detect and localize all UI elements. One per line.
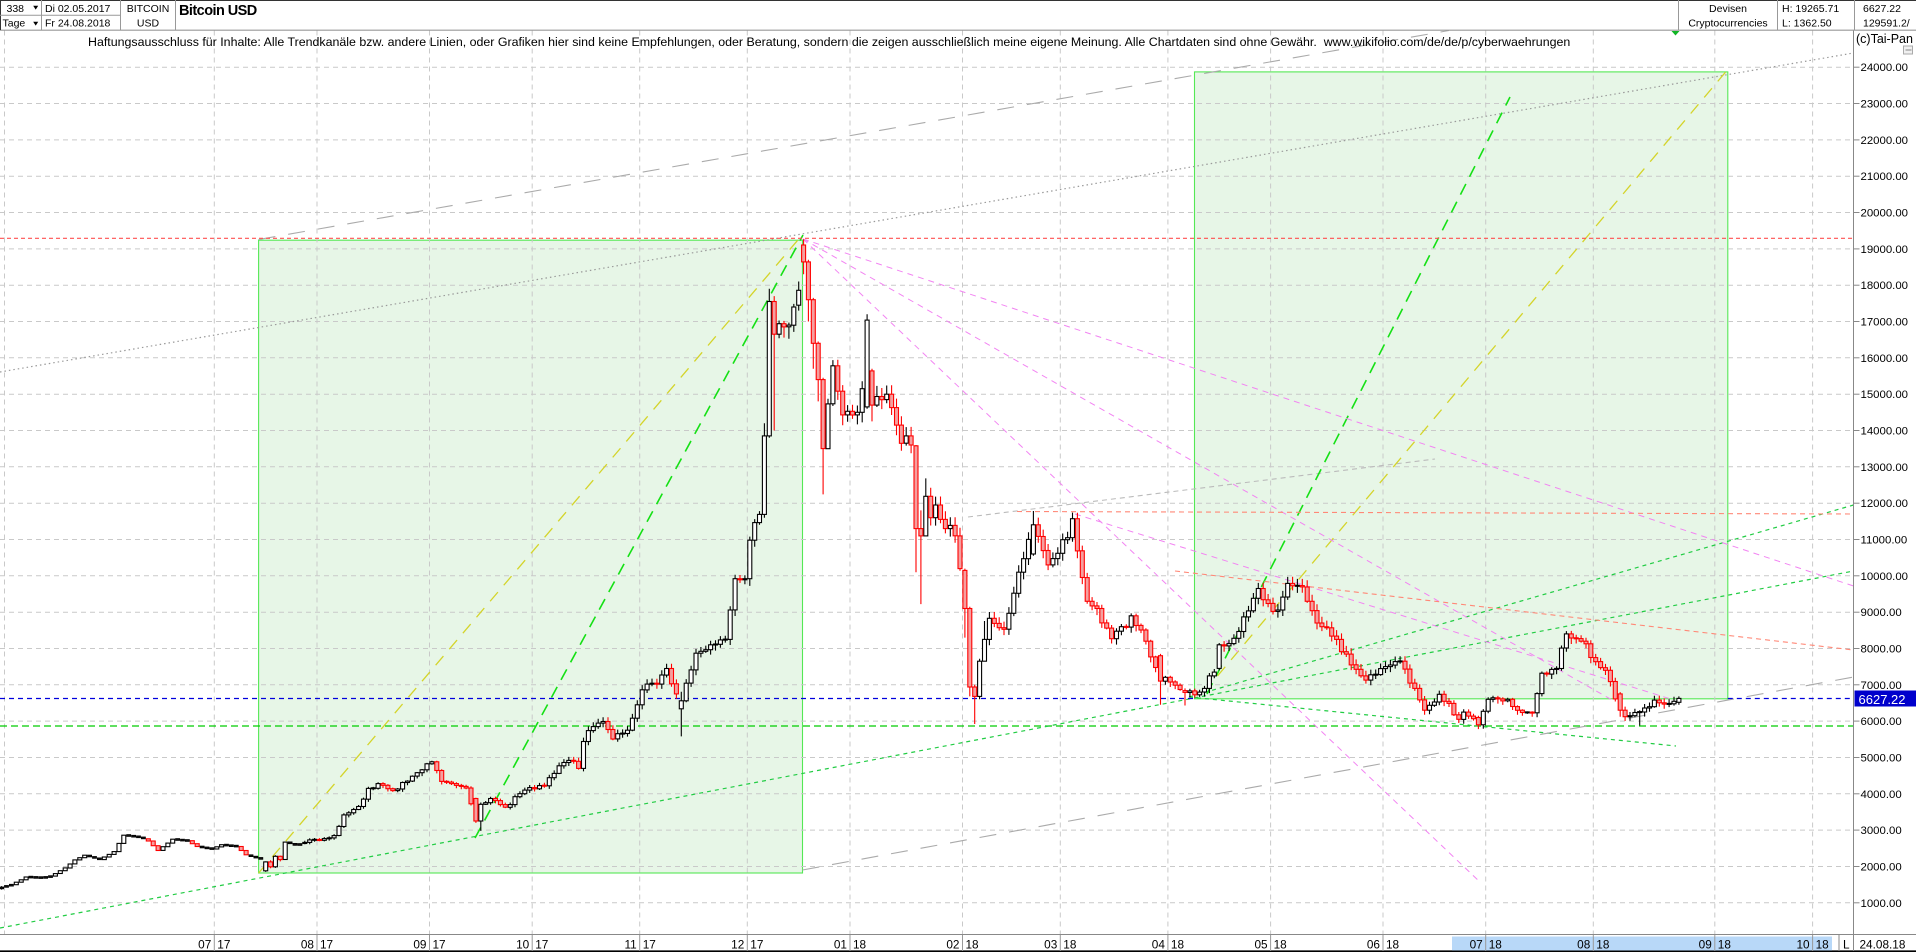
svg-text:13000.00: 13000.00: [1861, 462, 1909, 474]
svg-text:24000.00: 24000.00: [1861, 62, 1909, 74]
svg-text:12000.00: 12000.00: [1861, 498, 1909, 510]
svg-text:24.08.18: 24.08.18: [1860, 938, 1906, 952]
svg-text:18: 18: [1718, 938, 1732, 952]
svg-text:1000.00: 1000.00: [1861, 898, 1902, 910]
svg-text:4000.00: 4000.00: [1861, 789, 1902, 801]
svg-text:11: 11: [624, 938, 636, 952]
svg-text:6627.22: 6627.22: [1859, 692, 1906, 707]
svg-text:15000.00: 15000.00: [1861, 389, 1909, 401]
svg-text:04: 04: [1152, 938, 1166, 952]
svg-text:05: 05: [1254, 938, 1268, 952]
svg-text:Devisen: Devisen: [1709, 3, 1747, 15]
svg-text:23000.00: 23000.00: [1861, 99, 1909, 111]
svg-text:7000.00: 7000.00: [1861, 680, 1902, 692]
svg-text:17: 17: [535, 938, 548, 952]
svg-text:12: 12: [731, 938, 744, 952]
svg-text:17: 17: [643, 938, 656, 952]
svg-text:10: 10: [516, 938, 530, 952]
svg-text:18: 18: [1816, 938, 1830, 952]
svg-text:18: 18: [1386, 938, 1400, 952]
svg-text:5000.00: 5000.00: [1861, 753, 1902, 765]
svg-text:Di 02.05.2017: Di 02.05.2017: [45, 3, 111, 15]
svg-text:18: 18: [1489, 938, 1503, 952]
svg-text:06: 06: [1367, 938, 1381, 952]
svg-text:18: 18: [1171, 938, 1185, 952]
svg-text:(c)Tai-Pan: (c)Tai-Pan: [1856, 32, 1913, 46]
svg-text:6000.00: 6000.00: [1861, 716, 1902, 728]
svg-text:9000.00: 9000.00: [1861, 607, 1902, 619]
svg-text:07: 07: [1470, 938, 1483, 952]
svg-text:Cryptocurrencies: Cryptocurrencies: [1688, 17, 1767, 29]
svg-text:01: 01: [834, 938, 847, 952]
svg-text:07: 07: [198, 938, 211, 952]
svg-text:129591.2/: 129591.2/: [1863, 17, 1910, 29]
svg-text:6627.22: 6627.22: [1863, 3, 1901, 15]
svg-text:03: 03: [1044, 938, 1058, 952]
svg-text:14000.00: 14000.00: [1861, 426, 1909, 438]
svg-text:10000.00: 10000.00: [1861, 571, 1909, 583]
svg-text:17000.00: 17000.00: [1861, 317, 1909, 329]
svg-text:18000.00: 18000.00: [1861, 280, 1909, 292]
svg-text:Fr 24.08.2018: Fr 24.08.2018: [45, 17, 111, 29]
svg-text:08: 08: [301, 938, 315, 952]
svg-text:3000.00: 3000.00: [1861, 825, 1902, 837]
svg-text:20000.00: 20000.00: [1861, 208, 1909, 220]
svg-text:10: 10: [1796, 938, 1810, 952]
svg-text:08: 08: [1577, 938, 1591, 952]
svg-text:L: 1362.50: L: 1362.50: [1782, 17, 1832, 29]
svg-text:16000.00: 16000.00: [1861, 353, 1909, 365]
svg-text:18: 18: [1596, 938, 1610, 952]
svg-text:19000.00: 19000.00: [1861, 244, 1909, 256]
svg-text:11000.00: 11000.00: [1861, 535, 1908, 547]
svg-text:21000.00: 21000.00: [1861, 171, 1909, 183]
svg-text:18: 18: [966, 938, 980, 952]
svg-text:17: 17: [750, 938, 763, 952]
svg-text:17: 17: [320, 938, 333, 952]
svg-text:09: 09: [413, 938, 426, 952]
svg-text:2000.00: 2000.00: [1861, 862, 1902, 874]
svg-text:22000.00: 22000.00: [1861, 135, 1909, 147]
svg-text:H: 19265.71: H: 19265.71: [1782, 3, 1839, 15]
svg-text:17: 17: [217, 938, 230, 952]
svg-text:18: 18: [853, 938, 867, 952]
svg-text:17: 17: [433, 938, 446, 952]
svg-text:BITCOIN: BITCOIN: [127, 3, 170, 15]
svg-text:18: 18: [1063, 938, 1077, 952]
svg-text:02: 02: [946, 938, 959, 952]
svg-text:8000.00: 8000.00: [1861, 644, 1902, 656]
svg-text:USD: USD: [137, 17, 160, 29]
svg-text:L: L: [1843, 938, 1850, 952]
svg-text:Bitcoin USD: Bitcoin USD: [179, 3, 257, 19]
svg-text:Haftungsausschluss für Inhalte: Haftungsausschluss für Inhalte: Alle Tre…: [88, 35, 1570, 49]
svg-text:09: 09: [1699, 938, 1712, 952]
svg-text:338: 338: [7, 3, 25, 15]
svg-text:18: 18: [1274, 938, 1288, 952]
svg-text:Tage: Tage: [3, 17, 26, 29]
